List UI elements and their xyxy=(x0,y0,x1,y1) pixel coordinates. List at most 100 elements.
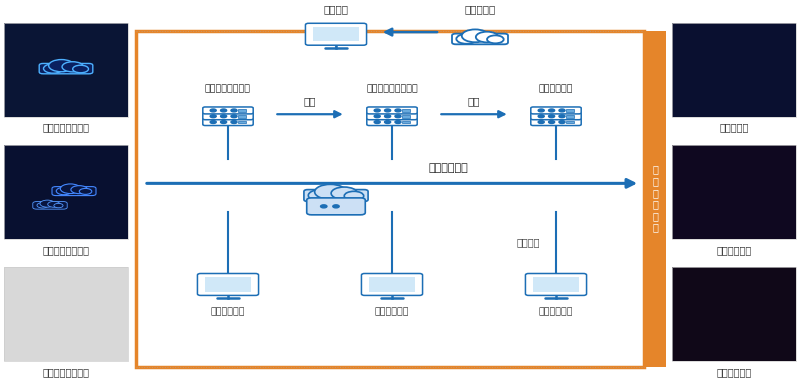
Bar xyxy=(672,267,796,361)
Bar xyxy=(672,267,796,361)
Circle shape xyxy=(385,109,390,112)
Bar xyxy=(672,145,796,239)
Circle shape xyxy=(374,109,380,112)
Text: 新迪天工云盘: 新迪天工云盘 xyxy=(428,163,468,173)
Circle shape xyxy=(538,109,544,112)
Circle shape xyxy=(395,121,401,123)
FancyBboxPatch shape xyxy=(238,121,246,123)
Text: 轻量化数据存储空间: 轻量化数据存储空间 xyxy=(366,84,418,94)
FancyBboxPatch shape xyxy=(531,118,581,126)
FancyBboxPatch shape xyxy=(366,113,418,120)
Circle shape xyxy=(487,36,504,43)
Text: 备份: 备份 xyxy=(304,97,316,107)
Circle shape xyxy=(559,115,565,118)
Circle shape xyxy=(549,115,554,118)
FancyBboxPatch shape xyxy=(39,63,93,74)
Circle shape xyxy=(538,121,544,123)
Text: 设计数据实时分享: 设计数据实时分享 xyxy=(42,245,90,255)
Circle shape xyxy=(549,109,554,112)
Bar xyxy=(672,145,796,239)
Circle shape xyxy=(385,115,390,118)
Circle shape xyxy=(559,121,565,123)
Text: 外网访问空间: 外网访问空间 xyxy=(538,84,574,94)
Bar xyxy=(4,145,128,239)
Text: 设计数据实时存储: 设计数据实时存储 xyxy=(42,123,90,133)
Circle shape xyxy=(395,115,401,118)
Circle shape xyxy=(374,121,380,123)
FancyBboxPatch shape xyxy=(205,277,251,291)
Text: 生产访问终端: 生产访问终端 xyxy=(374,308,410,317)
Circle shape xyxy=(54,203,63,208)
Circle shape xyxy=(321,205,327,208)
Circle shape xyxy=(538,115,544,118)
FancyBboxPatch shape xyxy=(306,23,366,45)
Circle shape xyxy=(462,29,489,42)
FancyBboxPatch shape xyxy=(366,118,418,126)
Text: 备份: 备份 xyxy=(468,97,480,107)
FancyBboxPatch shape xyxy=(313,27,359,41)
Circle shape xyxy=(49,60,74,72)
FancyBboxPatch shape xyxy=(566,121,574,123)
Circle shape xyxy=(71,186,88,194)
Bar xyxy=(644,31,666,367)
FancyBboxPatch shape xyxy=(202,118,253,126)
FancyBboxPatch shape xyxy=(202,113,253,120)
Circle shape xyxy=(374,115,380,118)
FancyBboxPatch shape xyxy=(306,198,366,215)
Circle shape xyxy=(37,202,48,208)
FancyBboxPatch shape xyxy=(566,115,574,118)
Text: 外部互联网: 外部互联网 xyxy=(464,4,496,14)
Circle shape xyxy=(221,121,226,123)
Bar xyxy=(672,23,796,117)
Circle shape xyxy=(210,121,216,123)
FancyBboxPatch shape xyxy=(52,187,96,196)
FancyBboxPatch shape xyxy=(531,107,581,114)
Circle shape xyxy=(476,32,498,42)
FancyBboxPatch shape xyxy=(531,113,581,120)
FancyBboxPatch shape xyxy=(238,115,246,118)
FancyBboxPatch shape xyxy=(402,121,410,123)
FancyBboxPatch shape xyxy=(402,115,410,118)
Circle shape xyxy=(231,115,237,118)
Circle shape xyxy=(60,184,81,194)
Text: 跨部门沟通: 跨部门沟通 xyxy=(719,123,749,133)
Circle shape xyxy=(331,187,358,199)
Bar xyxy=(4,23,128,117)
FancyBboxPatch shape xyxy=(526,274,586,295)
FancyBboxPatch shape xyxy=(369,277,415,291)
Circle shape xyxy=(231,121,237,123)
FancyBboxPatch shape xyxy=(452,34,508,44)
FancyBboxPatch shape xyxy=(366,107,418,114)
Circle shape xyxy=(210,115,216,118)
FancyBboxPatch shape xyxy=(33,202,67,209)
Circle shape xyxy=(385,121,390,123)
Circle shape xyxy=(549,121,554,123)
Circle shape xyxy=(559,109,565,112)
Text: 天工云盘存储空间: 天工云盘存储空间 xyxy=(205,84,251,94)
Text: 设计访问终端: 设计访问终端 xyxy=(210,308,246,317)
Circle shape xyxy=(40,200,54,207)
Text: 其他访问终端: 其他访问终端 xyxy=(538,308,574,317)
Circle shape xyxy=(344,191,364,201)
FancyBboxPatch shape xyxy=(198,274,258,295)
Circle shape xyxy=(62,62,83,72)
FancyBboxPatch shape xyxy=(238,109,246,112)
Circle shape xyxy=(333,205,339,208)
FancyBboxPatch shape xyxy=(362,274,422,295)
Bar xyxy=(4,267,128,361)
Circle shape xyxy=(314,185,346,199)
FancyBboxPatch shape xyxy=(533,277,579,291)
Circle shape xyxy=(456,34,477,44)
Circle shape xyxy=(43,64,63,73)
Circle shape xyxy=(48,201,60,207)
Bar xyxy=(4,23,128,117)
Circle shape xyxy=(73,65,89,73)
Text: 设计数据外发: 设计数据外发 xyxy=(716,245,752,255)
Circle shape xyxy=(79,188,92,194)
Bar xyxy=(136,31,644,367)
Bar xyxy=(4,145,128,239)
Text: 设计数据安全: 设计数据安全 xyxy=(716,367,752,377)
Text: 安
全
防
护
体
系: 安 全 防 护 体 系 xyxy=(652,165,658,233)
Text: 设计数轻量化查看: 设计数轻量化查看 xyxy=(42,367,90,377)
Circle shape xyxy=(221,115,226,118)
